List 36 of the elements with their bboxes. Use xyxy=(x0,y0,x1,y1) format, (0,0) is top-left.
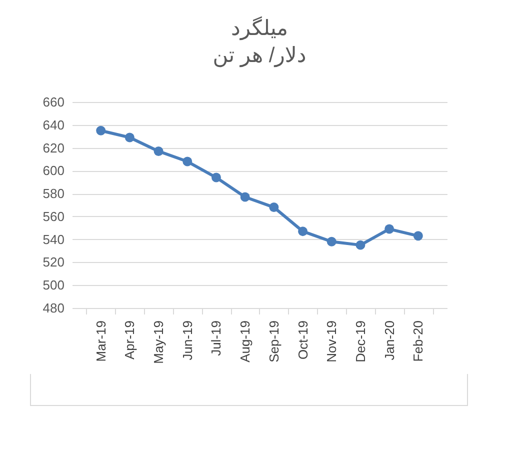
point xyxy=(326,236,336,246)
chart-title: میلگرد xyxy=(230,16,288,41)
point xyxy=(298,226,308,236)
x-tick-label: Jul-19 xyxy=(208,320,224,356)
point xyxy=(384,224,394,234)
point xyxy=(182,156,192,166)
point xyxy=(124,132,134,142)
x-tick-label: Apr-19 xyxy=(122,320,138,360)
point xyxy=(96,126,106,136)
y-tick-label: 620 xyxy=(42,140,64,156)
y-tick-label: 500 xyxy=(42,278,64,293)
y-tick-label: 560 xyxy=(42,208,64,224)
point xyxy=(240,192,250,202)
point xyxy=(356,240,366,250)
x-tick-label: Mar-19 xyxy=(93,320,108,362)
y-tick-label: 600 xyxy=(42,163,64,178)
x-tick-label: May-19 xyxy=(151,320,166,364)
x-tick-label: Nov-19 xyxy=(324,320,340,362)
point xyxy=(211,172,221,182)
y-tick-label: 660 xyxy=(42,94,64,110)
x-tick-label: Jun-19 xyxy=(180,320,195,360)
x-tick-label: Sep-19 xyxy=(266,320,282,362)
y-tick-label: 480 xyxy=(42,300,64,316)
x-tick-label: Aug-19 xyxy=(238,320,253,362)
point xyxy=(413,231,423,241)
y-tick-label: 640 xyxy=(42,117,64,132)
point xyxy=(269,202,279,212)
chart-subtitle: دلار/ هر تن xyxy=(212,44,306,68)
y-tick-label: 520 xyxy=(42,254,64,270)
y-tick-label: 540 xyxy=(42,232,64,247)
point xyxy=(154,146,164,156)
x-tick-label: Oct-19 xyxy=(295,320,310,360)
x-tick-label: Feb-20 xyxy=(410,320,426,362)
y-tick-label: 580 xyxy=(42,186,64,202)
x-tick-label: Jan-20 xyxy=(382,320,397,360)
x-tick-label: Dec-19 xyxy=(352,320,368,362)
